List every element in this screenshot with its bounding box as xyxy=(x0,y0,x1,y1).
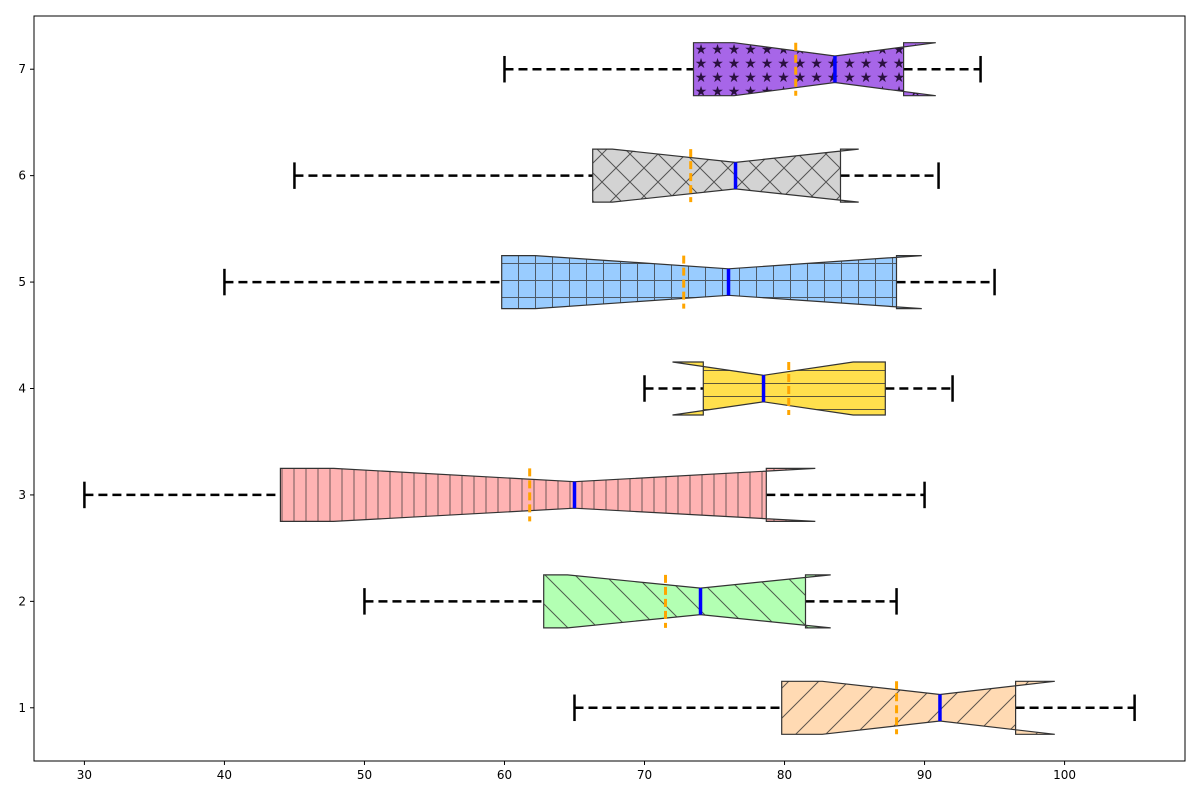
box-hatch xyxy=(543,574,831,629)
x-tick-label: 60 xyxy=(497,768,512,782)
y-tick-label: 3 xyxy=(18,488,26,502)
box-group-4 xyxy=(643,361,954,416)
box-hatch xyxy=(592,148,859,203)
x-tick-label: 80 xyxy=(777,768,792,782)
y-tick-label: 5 xyxy=(18,275,26,289)
boxes-layer xyxy=(83,42,1136,735)
x-tick-label: 40 xyxy=(217,768,232,782)
box-group-5 xyxy=(223,255,996,310)
box-hatch xyxy=(279,467,816,523)
axes-layer: 30 40 50 60 70 80 90 100 1 2 3 4 5 6 7 xyxy=(18,62,1076,782)
y-tick-label: 4 xyxy=(18,382,26,396)
box-group-2 xyxy=(363,574,898,629)
box-hatch xyxy=(692,42,936,97)
box-group-6 xyxy=(293,148,940,203)
x-tick-label: 90 xyxy=(917,768,932,782)
x-tick-label: 30 xyxy=(77,768,92,782)
box-hatch xyxy=(501,255,922,310)
box-group-7 xyxy=(503,42,982,97)
x-tick-label: 70 xyxy=(637,768,652,782)
box-group-3 xyxy=(83,467,926,523)
y-tick-label: 7 xyxy=(18,62,26,76)
y-tick-label: 2 xyxy=(18,594,26,608)
x-tick-label: 50 xyxy=(357,768,372,782)
box-group-1 xyxy=(573,680,1136,735)
plot-area xyxy=(34,16,1185,761)
box-hatch xyxy=(672,361,886,416)
y-tick-label: 1 xyxy=(18,701,26,715)
x-tick-label: 100 xyxy=(1053,768,1076,782)
plot-frame xyxy=(33,15,1186,762)
y-tick-label: 6 xyxy=(18,169,26,183)
box-hatch xyxy=(781,680,1055,735)
